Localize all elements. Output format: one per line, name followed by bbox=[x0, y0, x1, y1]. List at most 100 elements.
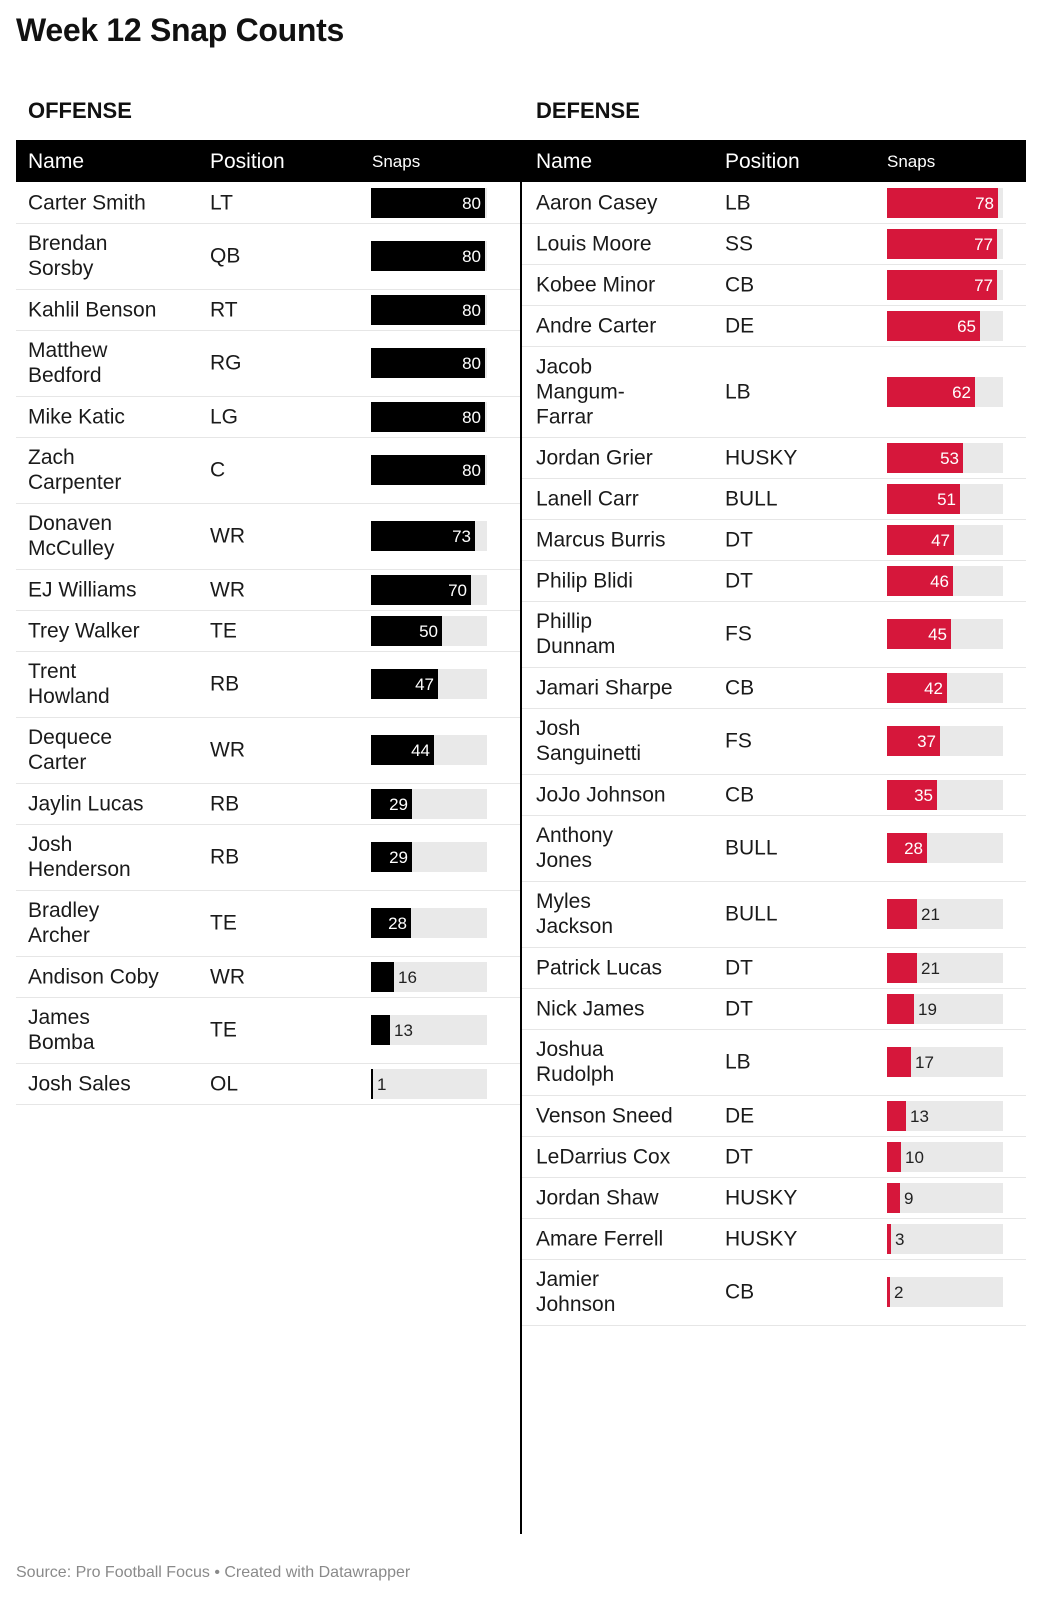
snap-value: 47 bbox=[415, 675, 434, 694]
player-name: Jaylin Lucas bbox=[28, 792, 144, 815]
snap-bar-track: 73 bbox=[371, 521, 487, 551]
offense-snaps-header[interactable]: Snaps bbox=[372, 152, 421, 171]
player-name: Lanell Carr bbox=[536, 487, 639, 510]
offense-row: Andison Coby WR 16 bbox=[16, 956, 520, 998]
player-position: RT bbox=[210, 298, 238, 321]
offense-row: Zach Carpenter C 80 bbox=[16, 437, 520, 504]
player-name: Joshua Rudolph bbox=[536, 1038, 615, 1086]
player-name: Trey Walker bbox=[28, 619, 140, 642]
snap-bar bbox=[371, 1068, 373, 1099]
offense-row: Dequece Carter WR 44 bbox=[16, 717, 520, 784]
player-position: DT bbox=[725, 528, 753, 551]
player-position: QB bbox=[210, 244, 241, 268]
page-title: Week 12 Snap Counts bbox=[16, 12, 345, 48]
snap-value: 51 bbox=[937, 489, 956, 509]
player-position: WR bbox=[210, 524, 245, 548]
player-name: Josh Henderson bbox=[28, 833, 131, 881]
snap-bar bbox=[371, 401, 485, 432]
offense-name-header[interactable]: Name bbox=[28, 150, 85, 173]
snap-bar-track: 80 bbox=[371, 455, 487, 485]
player-name: Amare Ferrell bbox=[536, 1227, 664, 1250]
defense-position-header[interactable]: Position bbox=[725, 150, 800, 173]
snap-value: 42 bbox=[924, 678, 943, 698]
snap-value: 80 bbox=[462, 461, 481, 480]
player-name: Anthony Jones bbox=[536, 824, 614, 872]
player-position: BULL bbox=[725, 902, 778, 926]
snap-value: 21 bbox=[921, 905, 940, 924]
player-name: Aaron Casey bbox=[536, 191, 658, 214]
player-name: Kobee Minor bbox=[536, 273, 656, 296]
snap-value: 50 bbox=[419, 621, 438, 641]
snap-value: 44 bbox=[411, 741, 430, 760]
snap-bar-track: 3 bbox=[887, 1223, 1003, 1254]
snap-value: 17 bbox=[915, 1053, 934, 1072]
player-position: LG bbox=[210, 405, 239, 428]
defense-row: Jacob Mangum- Farrar LB 62 bbox=[522, 346, 1026, 438]
player-name: Jordan Grier bbox=[536, 446, 653, 469]
player-position: DT bbox=[725, 1145, 753, 1168]
snap-value: 29 bbox=[389, 848, 408, 867]
defense-row: Louis Moore SS 77 bbox=[522, 223, 1026, 265]
player-name: Andre Carter bbox=[536, 314, 657, 337]
snap-bar bbox=[887, 899, 917, 929]
snap-value: 46 bbox=[930, 571, 949, 591]
snap-bar-track: 2 bbox=[887, 1277, 1003, 1307]
player-position: WR bbox=[210, 965, 245, 988]
player-position: HUSKY bbox=[725, 446, 798, 469]
snap-bar-track: 80 bbox=[371, 401, 487, 432]
defense-row: Marcus Burris DT 47 bbox=[522, 519, 1026, 561]
snap-bar bbox=[887, 1141, 901, 1172]
defense-row: Jamier Johnson CB 2 bbox=[522, 1259, 1026, 1326]
snap-value: 21 bbox=[921, 958, 940, 978]
snap-bar bbox=[887, 565, 953, 596]
snap-value: 3 bbox=[895, 1229, 905, 1249]
snap-bar bbox=[887, 1223, 891, 1254]
snap-bar bbox=[887, 952, 917, 983]
snap-value: 47 bbox=[931, 530, 950, 550]
player-position: RB bbox=[210, 672, 240, 696]
table-divider bbox=[520, 140, 522, 1534]
offense-row: Josh Sales OL 1 bbox=[16, 1063, 520, 1105]
player-position: CB bbox=[725, 1280, 755, 1304]
snap-bar bbox=[887, 993, 914, 1024]
snap-bar-track: 70 bbox=[371, 574, 487, 605]
snap-value: 29 bbox=[389, 794, 408, 814]
player-name: Louis Moore bbox=[536, 232, 652, 255]
offense-row: Matthew Bedford RG 80 bbox=[16, 330, 520, 397]
player-position: RG bbox=[210, 351, 242, 375]
offense-section-label: OFFENSE bbox=[28, 98, 132, 123]
snap-bar bbox=[887, 779, 937, 810]
snap-bar bbox=[887, 310, 980, 341]
defense-table-header: Name Position Snaps bbox=[522, 140, 1026, 182]
snap-bar-track: 77 bbox=[887, 228, 1003, 259]
snap-bar bbox=[371, 241, 485, 271]
player-name: Mike Katic bbox=[28, 405, 125, 428]
offense-position-header[interactable]: Position bbox=[210, 150, 285, 173]
player-position: LB bbox=[725, 380, 751, 403]
snap-bar bbox=[371, 574, 471, 605]
snap-value: 77 bbox=[974, 234, 993, 254]
player-position: RB bbox=[210, 792, 240, 815]
offense-row: EJ Williams WR 70 bbox=[16, 569, 520, 611]
defense-snaps-header[interactable]: Snaps bbox=[887, 152, 936, 171]
snap-bar bbox=[371, 348, 485, 378]
snap-bar bbox=[371, 521, 475, 551]
player-position: HUSKY bbox=[725, 1186, 798, 1209]
player-name: Brendan Sorsby bbox=[28, 232, 108, 280]
player-name: Josh Sales bbox=[28, 1072, 131, 1095]
source-footer: Source: Pro Football Focus • Created wit… bbox=[16, 1564, 411, 1581]
player-position: OL bbox=[210, 1072, 239, 1095]
defense-name-header[interactable]: Name bbox=[536, 150, 593, 173]
player-position: SS bbox=[725, 232, 754, 255]
player-name: Venson Sneed bbox=[536, 1104, 673, 1127]
snap-value: 77 bbox=[974, 275, 993, 295]
snap-bar-track: 37 bbox=[887, 726, 1003, 756]
snap-bar-track: 28 bbox=[371, 908, 487, 938]
snap-value: 62 bbox=[952, 382, 971, 402]
player-name: Nick James bbox=[536, 997, 645, 1020]
snap-bar bbox=[887, 376, 975, 407]
snap-bar-track: 28 bbox=[887, 833, 1003, 863]
player-position: C bbox=[210, 458, 226, 482]
snap-value: 80 bbox=[462, 193, 481, 213]
player-position: TE bbox=[210, 1018, 237, 1042]
